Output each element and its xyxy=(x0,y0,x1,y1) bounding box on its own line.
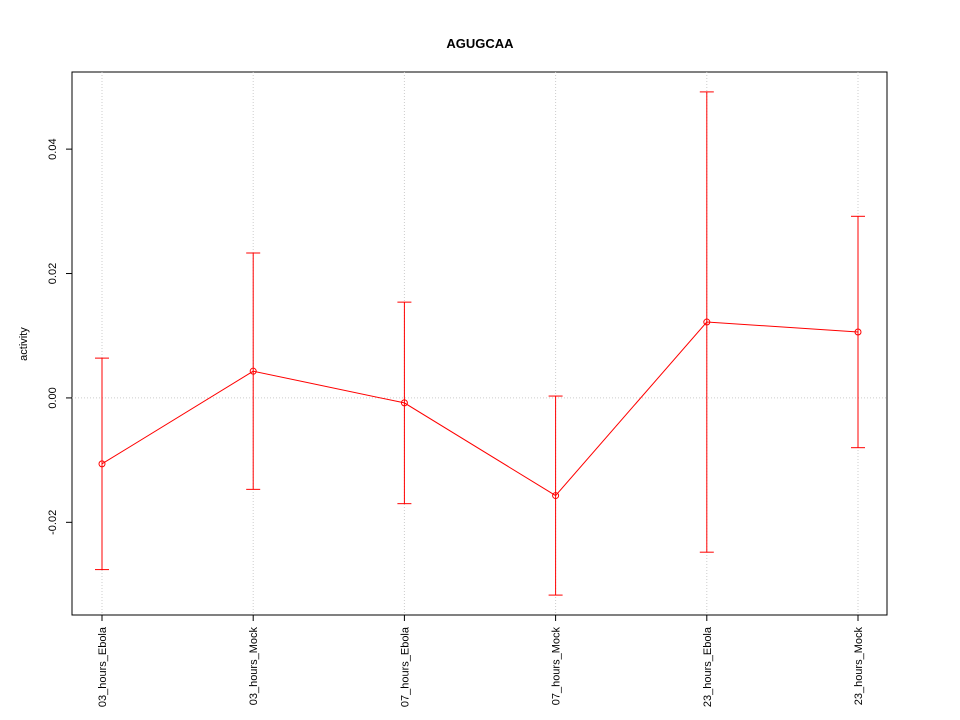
x-tick-label: 23_hours_Mock xyxy=(853,627,865,706)
series-line xyxy=(101,321,859,497)
point xyxy=(552,492,560,500)
error-bar xyxy=(246,252,261,490)
plot-frame xyxy=(71,71,888,616)
x-tick-label: 23_hours_Ebola xyxy=(702,626,714,707)
point xyxy=(854,328,862,336)
y-tick-label: 0.04 xyxy=(47,138,59,159)
y-tick-label: 0.02 xyxy=(47,263,59,284)
x-tick-label: 03_hours_Mock xyxy=(248,627,260,706)
error-bar xyxy=(548,395,563,596)
point xyxy=(98,460,106,468)
point xyxy=(400,399,408,407)
x-tick-label: 03_hours_Ebola xyxy=(97,626,109,707)
y-tick-label: -0.02 xyxy=(47,510,59,535)
error-bar xyxy=(95,357,109,571)
x-tick-label: 07_hours_Mock xyxy=(551,627,563,706)
chart-title: AGUGCAA xyxy=(446,36,514,51)
error-bar xyxy=(397,301,412,505)
x-tick-label: 07_hours_Ebola xyxy=(399,626,411,707)
y-axis-label: activity xyxy=(18,327,30,361)
point xyxy=(703,318,711,326)
y-tick-label: 0.00 xyxy=(47,387,59,408)
error-bar xyxy=(699,91,714,553)
error-bar xyxy=(851,215,865,449)
point xyxy=(249,367,257,375)
